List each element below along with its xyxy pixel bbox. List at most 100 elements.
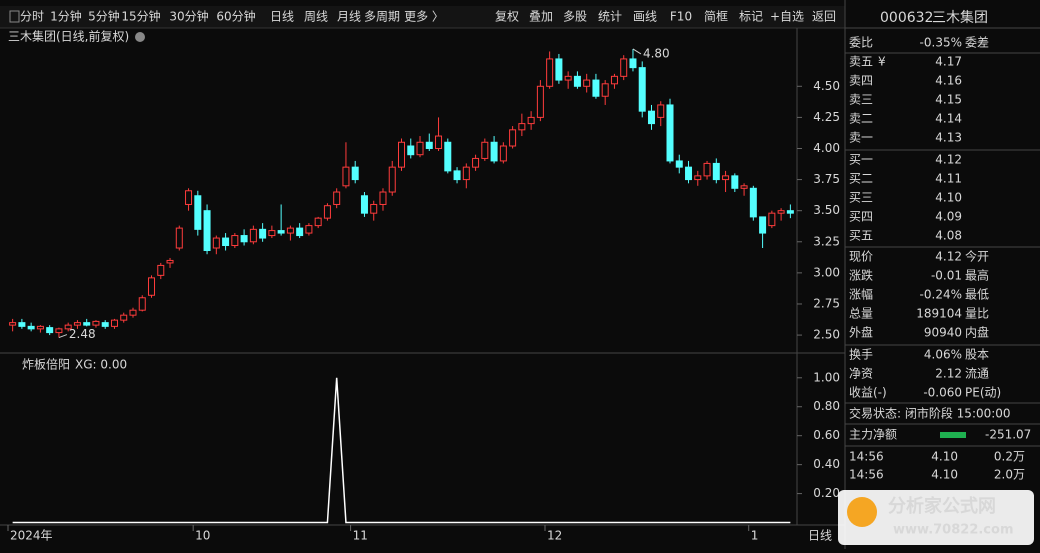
candle-body bbox=[731, 175, 739, 189]
candle-body bbox=[536, 85, 544, 118]
bid-label: 买一 bbox=[849, 153, 873, 167]
candle-body bbox=[749, 187, 757, 218]
period-tab[interactable]: 更多 〉 bbox=[404, 10, 444, 24]
period-tab[interactable]: 分时 bbox=[20, 10, 44, 24]
watermark-logo bbox=[847, 497, 877, 527]
stat-label: 收益(-) bbox=[849, 386, 887, 400]
candle-body bbox=[222, 237, 230, 247]
candle-body bbox=[194, 195, 202, 230]
tool-button[interactable]: 多股 bbox=[563, 10, 587, 24]
candle-body bbox=[148, 277, 156, 296]
candle-body bbox=[435, 135, 443, 149]
candle-body bbox=[64, 324, 72, 330]
flow-label: 主力净额 bbox=[849, 428, 897, 442]
y-tick-label: 2.75 bbox=[813, 296, 840, 310]
y-tick-label: 0.80 bbox=[813, 399, 840, 413]
stock-code: 000632 bbox=[880, 10, 933, 26]
candle-body bbox=[722, 175, 730, 181]
toolbar bbox=[0, 6, 845, 28]
candle-body bbox=[138, 297, 146, 311]
icon: ¥ bbox=[878, 55, 886, 69]
ask-label: 卖四 bbox=[849, 74, 873, 88]
stock-name: 三木集团 bbox=[932, 9, 988, 26]
x-tick-label: 12 bbox=[547, 529, 562, 543]
stat-value: 189104 bbox=[916, 307, 962, 321]
y-tick-label: 3.00 bbox=[813, 265, 840, 279]
period-tab[interactable]: 1分钟 bbox=[50, 9, 82, 24]
x-tick-label: 11 bbox=[353, 529, 368, 543]
candle-body bbox=[277, 230, 285, 234]
candle-body bbox=[694, 175, 702, 181]
y-tick-label: 4.00 bbox=[813, 141, 840, 155]
ask-label: 卖一 bbox=[849, 131, 873, 145]
stat-label: 现价 bbox=[849, 250, 873, 264]
indicator-title: 炸板倍阳 bbox=[22, 357, 70, 372]
candle-body bbox=[36, 325, 44, 330]
candle-body bbox=[101, 322, 109, 327]
tool-button[interactable]: +自选 bbox=[770, 10, 804, 24]
indicator-legend: XG: 0.00 bbox=[75, 358, 127, 372]
tool-button[interactable]: 画线 bbox=[633, 10, 657, 24]
tick-volume: 2.0万 bbox=[994, 468, 1025, 482]
tool-button[interactable]: F10 bbox=[670, 10, 692, 24]
candle-body bbox=[629, 58, 637, 69]
candle-body bbox=[490, 141, 498, 162]
ask-label: 卖三 bbox=[849, 93, 873, 107]
tool-button[interactable]: 简框 bbox=[704, 10, 728, 24]
candle-body bbox=[425, 141, 433, 149]
tool-button[interactable]: 叠加 bbox=[529, 10, 553, 24]
candle-body bbox=[416, 141, 424, 156]
period-tab[interactable]: 15分钟 bbox=[121, 9, 160, 24]
settings-icon[interactable] bbox=[135, 32, 145, 42]
tool-button[interactable]: 标记 bbox=[739, 10, 763, 24]
annotation-line bbox=[58, 334, 68, 339]
candle-body bbox=[92, 320, 100, 326]
candle-body bbox=[379, 191, 387, 205]
y-tick-label: 2.50 bbox=[813, 328, 840, 342]
period-tab[interactable]: 30分钟 bbox=[169, 9, 208, 24]
tool-button[interactable]: 复权 bbox=[495, 10, 519, 24]
bid-price: 4.10 bbox=[935, 191, 962, 205]
bid-price: 4.12 bbox=[935, 153, 962, 167]
ask-price: 4.13 bbox=[935, 131, 962, 145]
candle-body bbox=[129, 309, 137, 316]
bottom-tab[interactable]: 日线 bbox=[808, 529, 832, 543]
candle-body bbox=[388, 166, 396, 193]
stat-label: 总量 bbox=[849, 307, 873, 321]
candle-body bbox=[712, 162, 720, 181]
tick-time: 14:56 bbox=[849, 450, 884, 464]
bid-price: 4.08 bbox=[935, 229, 962, 243]
period-tab[interactable]: 月线 bbox=[337, 10, 361, 24]
ask-label: 卖五 bbox=[849, 55, 873, 69]
stat-value: -0.060 bbox=[923, 386, 962, 400]
period-tab[interactable]: 5分钟 bbox=[88, 9, 120, 24]
tool-button[interactable]: 返回 bbox=[812, 10, 836, 24]
bid-label: 买三 bbox=[849, 191, 873, 205]
period-tab[interactable]: 60分钟 bbox=[216, 9, 255, 24]
candle-body bbox=[120, 314, 128, 321]
flow-bar bbox=[940, 432, 966, 438]
candle-body bbox=[740, 185, 748, 189]
candle-body bbox=[675, 160, 683, 168]
tool-button[interactable]: 统计 bbox=[598, 10, 622, 24]
stat-value: 4.06% bbox=[924, 348, 962, 362]
bid-label: 买四 bbox=[849, 210, 873, 224]
stat-value: -0.24% bbox=[920, 288, 962, 302]
period-tab[interactable]: 多周期 bbox=[364, 10, 400, 24]
y-tick-label: 4.50 bbox=[813, 79, 840, 93]
candle-body bbox=[296, 227, 304, 237]
candle-body bbox=[73, 322, 81, 326]
period-tab[interactable]: 日线 bbox=[270, 10, 294, 24]
stat-value: -0.01 bbox=[931, 269, 962, 283]
candle-body bbox=[407, 145, 415, 156]
candle-body bbox=[240, 235, 248, 243]
label: 委比 bbox=[849, 36, 873, 50]
ask-price: 4.17 bbox=[935, 55, 962, 69]
candle-body bbox=[9, 322, 17, 326]
candle-body bbox=[768, 212, 776, 227]
watermark-url: www.70822.com bbox=[893, 523, 1014, 538]
x-tick-label: 10 bbox=[195, 529, 210, 543]
ask-price: 4.16 bbox=[935, 74, 962, 88]
period-tab[interactable]: 周线 bbox=[304, 10, 328, 24]
